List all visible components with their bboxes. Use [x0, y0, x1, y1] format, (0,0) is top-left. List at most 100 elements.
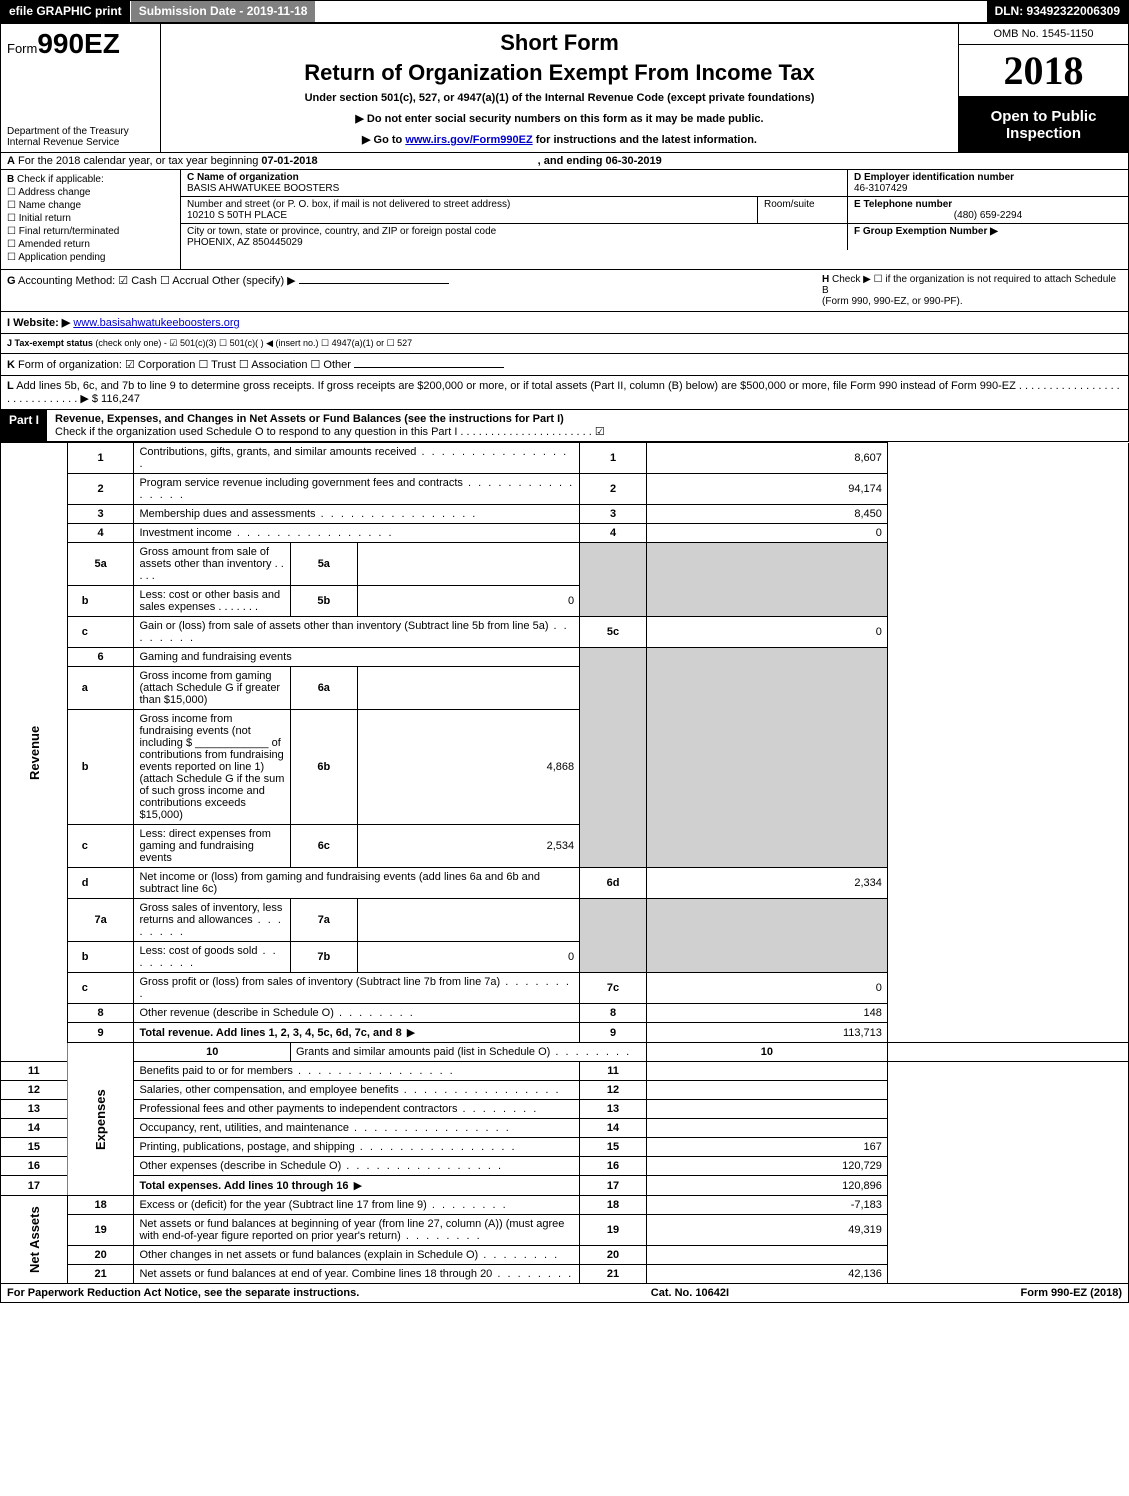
l6d-desc: Net income or (loss) from gaming and fun… [134, 868, 580, 899]
chk-app-pending-label: Application pending [18, 252, 105, 263]
line-13: 13 Professional fees and other payments … [1, 1100, 1129, 1119]
l5a-mid: 5a [290, 543, 357, 586]
l17-amt: 120,896 [646, 1176, 887, 1196]
label-c: C Name of organization [187, 172, 299, 183]
l5c-no: c [67, 617, 134, 648]
chk-name-change[interactable]: ☐ Name change [7, 200, 174, 211]
l5c-col: 5c [580, 617, 647, 648]
l14-col: 14 [580, 1119, 647, 1138]
col-e: E Telephone number (480) 659-2294 [848, 197, 1128, 223]
label-j: J Tax-exempt status [7, 338, 93, 348]
section-bcdef: B Check if applicable: ☐ Address change … [0, 170, 1129, 270]
line-14: 14 Occupancy, rent, utilities, and maint… [1, 1119, 1129, 1138]
cd-mid: Number and street (or P. O. box, if mail… [181, 197, 1128, 224]
row-a-pre: For the 2018 calendar year, or tax year … [18, 155, 261, 167]
l12-no: 12 [1, 1081, 68, 1100]
chk-address-change-label: Address change [18, 187, 90, 198]
chk-app-pending[interactable]: ☐ Application pending [7, 252, 174, 263]
row-j: J Tax-exempt status (check only one) - ☑… [0, 334, 1129, 354]
accounting-other-line[interactable] [299, 283, 449, 284]
l6-no: 6 [67, 648, 134, 667]
l6b-no: b [67, 710, 134, 825]
l9-no: 9 [67, 1023, 134, 1043]
top-bar-left: efile GRAPHIC print Submission Date - 20… [1, 1, 316, 22]
footer: For Paperwork Reduction Act Notice, see … [0, 1284, 1129, 1303]
l7b-no: b [67, 942, 134, 973]
row-k: K Form of organization: ☑ Corporation ☐ … [0, 354, 1129, 376]
l4-desc: Investment income [134, 524, 580, 543]
l18-amt: -7,183 [646, 1196, 887, 1215]
l19-desc: Net assets or fund balances at beginning… [134, 1215, 580, 1246]
line-16: 16 Other expenses (describe in Schedule … [1, 1157, 1129, 1176]
part1-title: Revenue, Expenses, and Changes in Net As… [55, 413, 564, 425]
l5a-midval [357, 543, 579, 586]
open-to-public: Open to Public Inspection [959, 97, 1128, 152]
line-9: 9 Total revenue. Add lines 1, 2, 3, 4, 5… [1, 1023, 1129, 1043]
l10-no: 10 [134, 1043, 290, 1062]
line-17: 17 Total expenses. Add lines 10 through … [1, 1176, 1129, 1196]
l17-col: 17 [580, 1176, 647, 1196]
l9-col: 9 [580, 1023, 647, 1043]
l20-no: 20 [67, 1246, 134, 1265]
line-15: 15 Printing, publications, postage, and … [1, 1138, 1129, 1157]
addr-label: Number and street (or P. O. box, if mail… [187, 199, 510, 210]
label-e: E Telephone number [854, 199, 952, 210]
dept-line2: Internal Revenue Service [7, 137, 154, 148]
line-6d: d Net income or (loss) from gaming and f… [1, 868, 1129, 899]
l7a-no: 7a [67, 899, 134, 942]
chk-amended-label: Amended return [18, 239, 90, 250]
l10-amt [887, 1043, 1128, 1062]
chk-initial-return-label: Initial return [19, 213, 71, 224]
l17-desc: Total expenses. Add lines 10 through 16 [134, 1176, 580, 1196]
l7c-no: c [67, 973, 134, 1004]
open-line1: Open to Public [963, 108, 1124, 125]
label-h: H [822, 274, 829, 285]
line-3: 3 Membership dues and assessments 3 8,45… [1, 505, 1129, 524]
lines-table: Revenue 1 Contributions, gifts, grants, … [0, 442, 1129, 1284]
cd-top: C Name of organization BASIS AHWATUKEE B… [181, 170, 1128, 197]
instr2-post: for instructions and the latest informat… [533, 134, 757, 146]
l7-shade1 [580, 899, 647, 973]
l6d-col: 6d [580, 868, 647, 899]
open-line2: Inspection [963, 125, 1124, 142]
l13-desc: Professional fees and other payments to … [134, 1100, 580, 1119]
l7c-amt: 0 [646, 973, 887, 1004]
instr2-link[interactable]: www.irs.gov/Form990EZ [405, 134, 532, 146]
l6a-desc: Gross income from gaming (attach Schedul… [134, 667, 290, 710]
tax-year: 2018 [959, 45, 1128, 97]
row-l-text: Add lines 5b, 6c, and 7b to line 9 to de… [7, 380, 1120, 405]
city-label: City or town, state or province, country… [187, 226, 496, 237]
l2-desc: Program service revenue including govern… [134, 474, 580, 505]
l5b-no: b [67, 586, 134, 617]
part1-label: Part I [1, 410, 47, 441]
ein: 46-3107429 [854, 183, 907, 194]
chk-initial-return[interactable]: ☐ Initial return [7, 213, 174, 224]
line-21: 21 Net assets or fund balances at end of… [1, 1265, 1129, 1284]
chk-address-change[interactable]: ☐ Address change [7, 187, 174, 198]
line-12: 12 Salaries, other compensation, and emp… [1, 1081, 1129, 1100]
line-11: 11 Benefits paid to or for members 11 [1, 1062, 1129, 1081]
l10-col: 10 [646, 1043, 887, 1062]
efile-tab: efile GRAPHIC print [1, 1, 131, 22]
l11-amt [646, 1062, 887, 1081]
chk-amended[interactable]: ☐ Amended return [7, 239, 174, 250]
row-a: A For the 2018 calendar year, or tax yea… [0, 153, 1129, 170]
part1-title-block: Revenue, Expenses, and Changes in Net As… [47, 410, 1128, 441]
col-b: B Check if applicable: ☐ Address change … [1, 170, 181, 269]
l3-desc: Membership dues and assessments [134, 505, 580, 524]
row-h-text2: (Form 990, 990-EZ, or 990-PF). [822, 296, 963, 307]
chk-name-change-label: Name change [19, 200, 81, 211]
website-link[interactable]: www.basisahwatukeeboosters.org [73, 317, 239, 329]
part1-check-text: Check if the organization used Schedule … [55, 426, 605, 438]
l13-col: 13 [580, 1100, 647, 1119]
l12-desc: Salaries, other compensation, and employ… [134, 1081, 580, 1100]
line-7a: 7a Gross sales of inventory, less return… [1, 899, 1129, 942]
chk-final-return[interactable]: ☐ Final return/terminated [7, 226, 174, 237]
row-g: G Accounting Method: ☑ Cash ☐ Accrual Ot… [7, 274, 449, 287]
l19-amt: 49,319 [646, 1215, 887, 1246]
col-f: F Group Exemption Number ▶ [848, 224, 1128, 250]
l6a-mid: 6a [290, 667, 357, 710]
org-other-line[interactable] [354, 367, 504, 368]
line-6a: a Gross income from gaming (attach Sched… [1, 667, 1129, 710]
dln-tab: DLN: 93492322006309 [987, 1, 1128, 22]
